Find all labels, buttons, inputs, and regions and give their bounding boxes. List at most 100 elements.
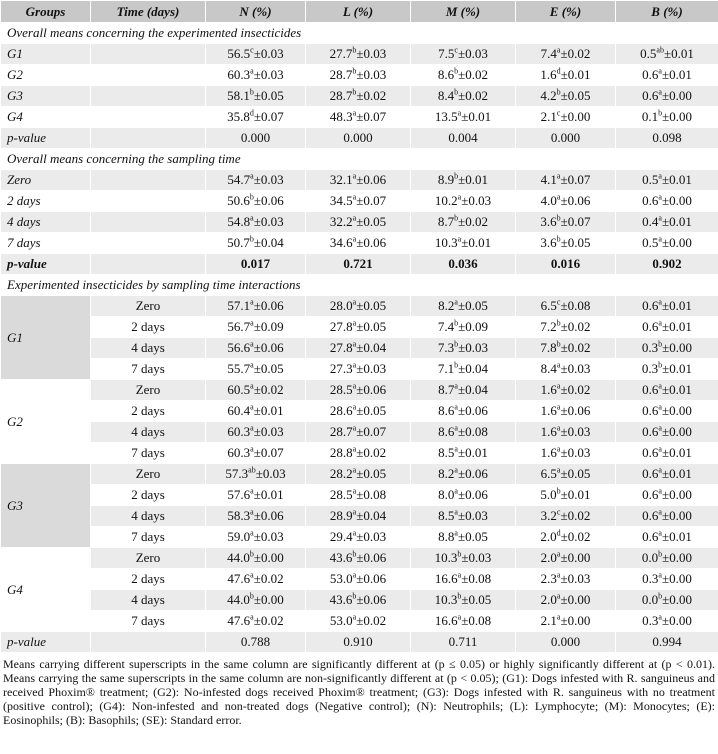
standard-error: ±0.01	[661, 445, 692, 460]
value-cell: 55.7a±0.05	[205, 358, 306, 380]
value-cell: 8.5a±0.01	[410, 442, 516, 464]
mean: 58.3	[227, 508, 251, 523]
value-cell: 0.6a±0.00	[615, 190, 718, 212]
value-cell: 59.0a±0.03	[205, 526, 306, 548]
value-cell: 0.6a±0.00	[615, 505, 718, 527]
standard-error: ±0.02	[253, 571, 284, 586]
standard-error: ±0.00	[661, 613, 692, 628]
superscript: a	[250, 507, 254, 517]
value-cell: 54.8a±0.03	[205, 211, 306, 233]
mean: 0.5	[642, 235, 659, 250]
value-cell: 0.0b±0.00	[615, 589, 718, 611]
superscript: a	[250, 297, 254, 307]
mean: 34.6	[329, 235, 353, 250]
value-cell: 0.000	[305, 127, 411, 149]
superscript: b	[556, 318, 561, 328]
standard-error: ±0.02	[253, 613, 284, 628]
data-row: 4 days 60.3a±0.03 28.7a±0.07 8.6a±0.08 1.6a±…	[0, 421, 718, 443]
row-label: Zero	[0, 169, 91, 191]
mean: 35.8	[227, 109, 250, 124]
standard-error: ±0.02	[458, 214, 489, 229]
superscript: a	[556, 465, 561, 475]
value-cell: 56.6a±0.06	[205, 337, 306, 359]
superscript: a	[457, 192, 462, 202]
superscript: b	[454, 213, 459, 223]
standard-error: ±0.05	[356, 214, 387, 229]
standard-error: ±0.07	[356, 424, 387, 439]
column-header: E (%)	[515, 0, 616, 23]
superscript: b	[658, 591, 663, 601]
standard-error: ±0.07	[560, 172, 591, 187]
value-cell: 7.4a±0.02	[515, 43, 616, 65]
empty-cell	[90, 106, 206, 128]
value-cell: 7.2b±0.02	[515, 316, 616, 338]
value-cell: 0.5ab±0.01	[615, 43, 718, 65]
mean: 32.2	[329, 214, 353, 229]
standard-error: ±0.03	[253, 424, 284, 439]
superscript: a	[457, 570, 462, 580]
value-cell: 7.4b±0.09	[410, 316, 516, 338]
value-cell: 7.5c±0.03	[410, 43, 516, 65]
superscript: b	[658, 549, 663, 559]
value: 0.902	[652, 256, 682, 271]
value-cell: 28.7b±0.02	[305, 85, 411, 107]
data-row: Zero 54.7a±0.03 32.1a±0.06 8.9b±0.01 4.1a±0.…	[0, 169, 718, 191]
standard-error: ±0.05	[253, 88, 284, 103]
value-cell: 8.8a±0.05	[410, 526, 516, 548]
time-label: 7 days	[90, 358, 206, 380]
mean: 28.6	[329, 403, 353, 418]
value-cell: 48.3a±0.07	[305, 106, 411, 128]
superscript: b	[658, 339, 663, 349]
standard-error: ±0.06	[356, 235, 387, 250]
table-body: Overall means concerning the experimente…	[0, 22, 718, 653]
superscript: a	[658, 612, 662, 622]
standard-error: ±0.05	[461, 592, 492, 607]
mean: 0.5	[640, 46, 657, 61]
standard-error: ±0.06	[356, 571, 387, 586]
data-row: 2 days 50.6b±0.06 34.5a±0.07 10.2a±0.03 4.0a…	[0, 190, 718, 212]
superscript: a	[658, 381, 662, 391]
mean: 28.7	[329, 424, 353, 439]
data-row: 4 days 44.0b±0.00 43.6b±0.06 10.3b±0.05 2.0a…	[0, 589, 718, 611]
mean: 8.4	[540, 361, 557, 376]
superscript: a	[352, 339, 357, 349]
mean: 56.6	[227, 340, 251, 355]
superscript: a	[352, 486, 357, 496]
mean: 29.4	[329, 529, 353, 544]
superscript: b	[352, 549, 357, 559]
mean: 47.6	[227, 571, 251, 586]
value-cell: 28.9a±0.04	[305, 505, 411, 527]
value-cell: 8.4b±0.02	[410, 85, 516, 107]
mean: 44.0	[227, 550, 250, 565]
value-cell: 0.5a±0.01	[615, 169, 718, 191]
mean: 10.2	[434, 193, 458, 208]
value-cell: 0.6a±0.01	[615, 316, 718, 338]
superscript: a	[454, 465, 458, 475]
standard-error: ±0.01	[457, 445, 488, 460]
mean: 0.6	[642, 298, 659, 313]
value-cell: 8.5a±0.03	[410, 505, 516, 527]
standard-error: ±0.02	[560, 46, 591, 61]
data-row: 2 days 47.6a±0.02 53.0a±0.06 16.6a±0.08 2.3a…	[1, 568, 718, 590]
standard-error: ±0.05	[356, 403, 387, 418]
standard-error: ±0.05	[356, 466, 387, 481]
value-cell: 0.3a±0.00	[615, 610, 718, 632]
standard-error: ±0.06	[560, 403, 591, 418]
superscript: a	[454, 507, 458, 517]
standard-error: ±0.00	[661, 235, 692, 250]
value-cell: 3.6b±0.05	[515, 232, 616, 254]
value-cell: 0.6a±0.01	[615, 379, 718, 401]
mean: 2.0	[540, 592, 557, 607]
mean: 8.6	[438, 403, 455, 418]
value-cell: 8.7b±0.02	[410, 211, 516, 233]
standard-error: ±0.03	[461, 550, 492, 565]
value-cell: 0.6a±0.01	[615, 442, 718, 464]
mean: 0.6	[642, 193, 659, 208]
mean: 1.6	[540, 445, 557, 460]
superscript: a	[454, 486, 458, 496]
value-cell: 0.721	[305, 253, 411, 275]
value-cell: 0.036	[410, 253, 516, 275]
mean: 0.6	[642, 424, 659, 439]
superscript: c	[556, 108, 561, 118]
standard-error: ±0.03	[457, 508, 488, 523]
